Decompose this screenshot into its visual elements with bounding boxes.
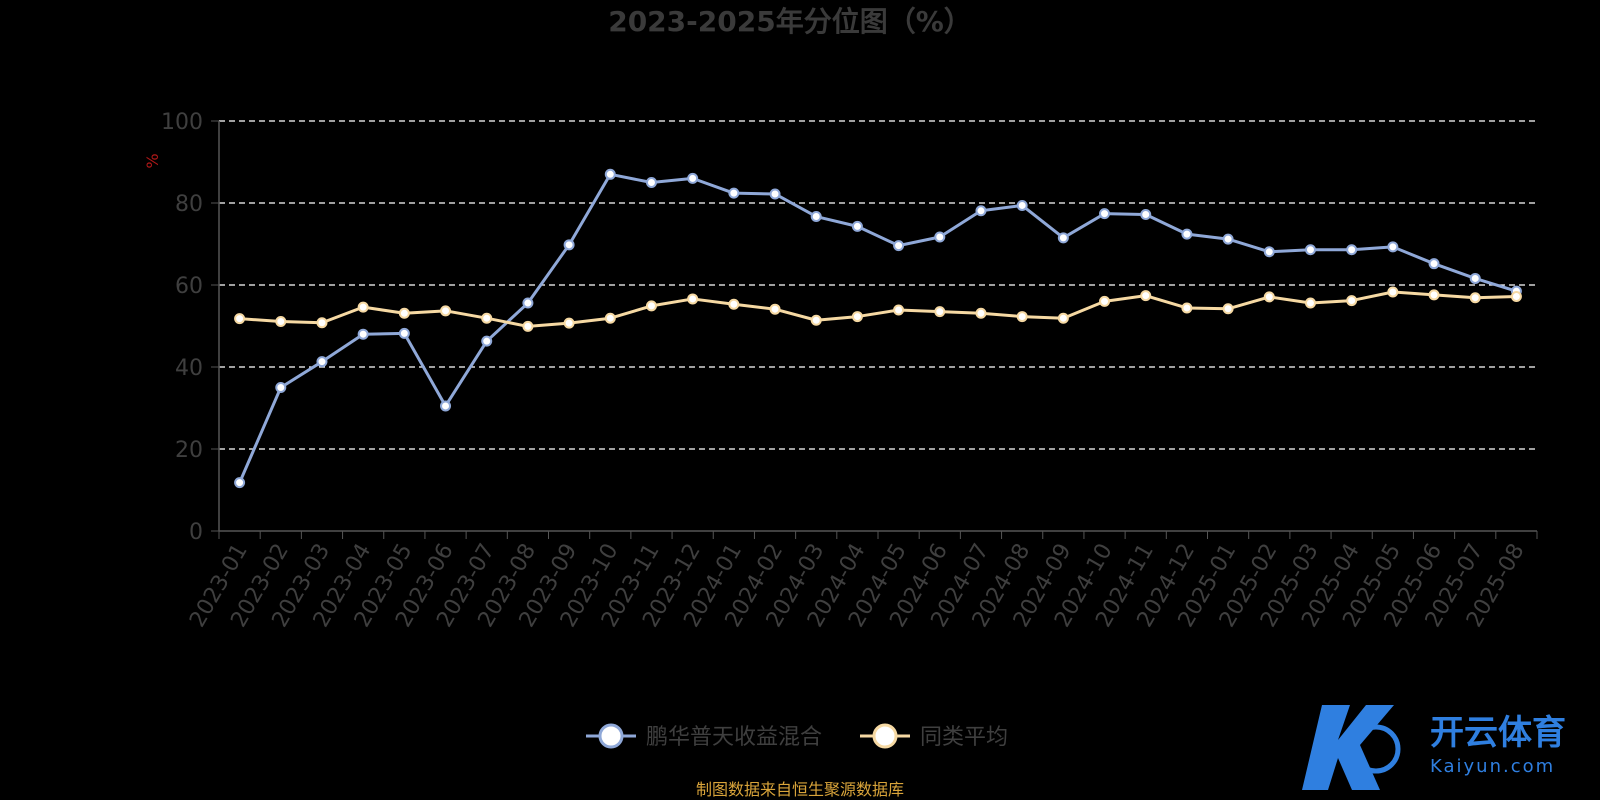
legend[interactable]: 鹏华普天收益混合 同类平均 <box>586 723 1008 750</box>
legend-label-series-1: 鹏华普天收益混合 <box>646 725 822 750</box>
series-2-point[interactable] <box>440 305 452 317</box>
series-2-point[interactable] <box>975 307 987 319</box>
y-axis-unit-label: % <box>143 153 162 168</box>
watermark-logo: 开云体育 Kaiyun.com <box>1302 705 1566 790</box>
series-1-point[interactable] <box>275 382 287 393</box>
series-2-point[interactable] <box>1428 289 1440 301</box>
series-2-point[interactable] <box>1181 302 1193 314</box>
series-1-point[interactable] <box>1469 272 1481 284</box>
series-2-point[interactable] <box>1387 286 1399 298</box>
series-1-point[interactable] <box>934 231 946 243</box>
series-2-point[interactable] <box>687 293 699 305</box>
series-2-point[interactable] <box>357 301 369 313</box>
series-2-point[interactable] <box>1222 303 1234 315</box>
series-1-point[interactable] <box>1428 258 1440 270</box>
series-2-point[interactable] <box>810 314 822 326</box>
series-2-point[interactable] <box>604 312 616 324</box>
series-1-line <box>238 172 1517 484</box>
series-1-point[interactable] <box>234 477 246 489</box>
series-1-point[interactable] <box>1016 199 1028 211</box>
series-2-point[interactable] <box>728 298 740 310</box>
series-2-point[interactable] <box>481 312 493 324</box>
x-axis-ticks: 2023-012023-022023-032023-042023-052023-… <box>185 531 1538 632</box>
series-2-point[interactable] <box>316 317 328 329</box>
series-1-point[interactable] <box>1222 233 1234 245</box>
series-2-point[interactable] <box>1510 290 1522 302</box>
series-1-point[interactable] <box>1346 244 1358 256</box>
series-1-point[interactable] <box>481 335 493 347</box>
series-1-point[interactable] <box>810 211 822 223</box>
series-1-point[interactable] <box>769 188 781 200</box>
series-2-point[interactable] <box>1016 311 1028 323</box>
series-1-point[interactable] <box>357 328 369 340</box>
legend-marker-series-1 <box>598 723 624 749</box>
series-2-point[interactable] <box>398 307 410 319</box>
series-2-point[interactable] <box>645 300 657 312</box>
y-tick-label: 100 <box>161 110 203 135</box>
series-2-point[interactable] <box>893 304 905 316</box>
y-tick-label: 60 <box>175 274 203 299</box>
series-2-point[interactable] <box>1057 312 1069 324</box>
series-1-point[interactable] <box>687 172 699 184</box>
grid-lines <box>219 120 1537 450</box>
legend-label-series-2: 同类平均 <box>920 725 1008 750</box>
y-axis-ticks: 0 20 40 60 80 100 <box>161 110 219 545</box>
series-2-line <box>239 290 1517 328</box>
series-1-point[interactable] <box>1057 232 1069 244</box>
series-2-point[interactable] <box>1140 290 1152 302</box>
series-layer <box>234 168 1522 489</box>
series-2-point[interactable] <box>1263 291 1275 303</box>
k-logo-icon <box>1302 705 1394 790</box>
y-tick-label: 80 <box>175 192 203 217</box>
series-1-point[interactable] <box>1387 241 1399 253</box>
legend-item-series-1[interactable]: 鹏华普天收益混合 <box>586 723 822 750</box>
series-1-point[interactable] <box>563 239 575 251</box>
y-tick-label: 20 <box>175 438 203 463</box>
series-2-point[interactable] <box>1099 295 1111 307</box>
series-1-point[interactable] <box>316 356 328 368</box>
data-source-note: 制图数据来自恒生聚源数据库 <box>696 780 904 799</box>
series-2-point[interactable] <box>522 320 534 332</box>
series-1-point[interactable] <box>522 297 534 309</box>
series-1-point[interactable] <box>975 205 987 217</box>
series-1-point[interactable] <box>1181 228 1193 240</box>
series-2-point[interactable] <box>1304 297 1316 309</box>
y-tick-label: 40 <box>175 356 203 381</box>
legend-marker-series-2 <box>872 723 898 749</box>
series-1-point[interactable] <box>1304 244 1316 256</box>
legend-item-series-2[interactable]: 同类平均 <box>860 723 1008 750</box>
series-1-point[interactable] <box>1140 208 1152 220</box>
series-1-point[interactable] <box>440 400 452 412</box>
series-1-point[interactable] <box>893 240 905 252</box>
watermark-title: 开云体育 <box>1430 713 1566 753</box>
series-2-point[interactable] <box>851 311 863 323</box>
series-1-point[interactable] <box>851 220 863 232</box>
series-2-point[interactable] <box>934 306 946 318</box>
series-2-point[interactable] <box>1469 292 1481 304</box>
series-2-point[interactable] <box>1346 295 1358 307</box>
series-1-point[interactable] <box>604 168 616 180</box>
series-2-point[interactable] <box>275 315 287 327</box>
series-2-point[interactable] <box>234 313 246 325</box>
watermark-subtitle: Kaiyun.com <box>1430 756 1555 777</box>
y-tick-label: 0 <box>189 520 203 545</box>
series-2-point[interactable] <box>563 317 575 329</box>
series-1-point[interactable] <box>728 187 740 199</box>
series-1-point[interactable] <box>398 327 410 339</box>
axes <box>218 121 1537 532</box>
series-2-point[interactable] <box>769 303 781 315</box>
series-1-point[interactable] <box>1263 246 1275 258</box>
series-1-point[interactable] <box>645 177 657 188</box>
series-1-point[interactable] <box>1099 208 1111 220</box>
chart-title: 2023-2025年分位图（%） <box>608 5 972 38</box>
